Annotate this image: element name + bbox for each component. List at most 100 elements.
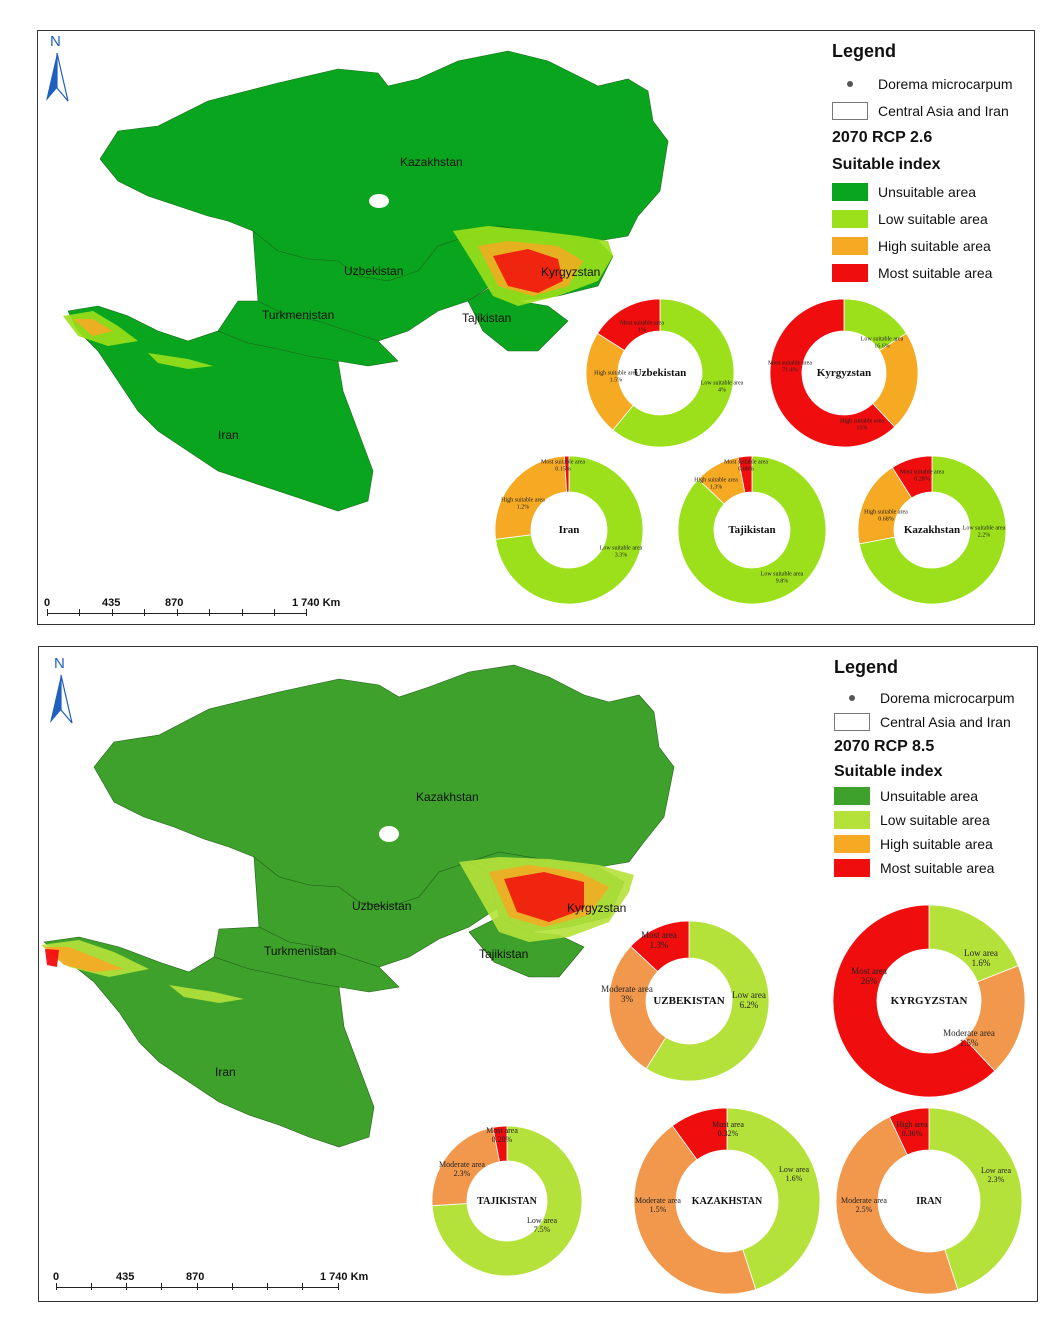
label-iran: Iran (215, 1065, 236, 1079)
donut-segment-most (596, 298, 661, 352)
label-uzbekistan: Uzbekistan (352, 899, 412, 913)
segment-value-text: 2.5% (855, 1205, 873, 1214)
donut-segment-label: Low area 1.6% (779, 1165, 809, 1184)
donut-segment-low_bottom (645, 920, 770, 1082)
donut-segment-label: Moderate area 1.5% (943, 1028, 995, 1049)
unsuitable-swatch (834, 787, 870, 805)
donut-center-label: Kyrgyzstan (816, 367, 872, 379)
scale-label-1740: 1 740 Km (320, 1271, 369, 1283)
segment-label-text: Low suitable area (860, 336, 904, 343)
scale-label-870: 870 (186, 1271, 205, 1283)
label-kazakhstan: Kazakhstan (416, 790, 479, 804)
donut-center-label: Uzbekistan (633, 367, 687, 379)
donut-tajikistan: Tajikistan Low suitable area 9.8% High suit… (677, 455, 827, 605)
segment-value-text: 9.8% (775, 578, 789, 584)
donut-svg (832, 904, 1026, 1098)
segment-value-text: 7.5% (533, 1225, 551, 1234)
scale-label-0: 0 (44, 597, 51, 609)
donut-segment-low_bottom (726, 1107, 821, 1290)
donut-center-label: KYRGYZSTAN (890, 995, 968, 1007)
segment-label-text: Moderate area (943, 1028, 995, 1039)
label-kazakhstan: Kazakhstan (400, 155, 463, 169)
most-swatch (834, 859, 870, 877)
low-swatch (832, 209, 868, 228)
donut-segment-label: Low suitable area 9.8% (761, 571, 804, 584)
donut-iran: IRAN Low area 2.3% Moderate area 2.5% High ar… (835, 1107, 1023, 1295)
scale-label-435: 435 (116, 1271, 135, 1283)
legend-region: Central Asia and Iran (880, 714, 1011, 730)
donut-center-label: Iran (558, 524, 580, 536)
most-swatch (832, 263, 868, 282)
segment-label-text: High suitable area (864, 509, 908, 516)
donut-segment-label: Low suitable area 4% (701, 380, 744, 393)
north-arrow: N (42, 33, 72, 105)
segment-label-text: Most area (712, 1120, 744, 1130)
donut-svg (585, 298, 735, 448)
donut-center-label: Kazakhstan (903, 524, 961, 536)
segment-label-text: Low suitable area (962, 525, 1006, 532)
donut-segment-label: High suitable area 15% (840, 418, 884, 431)
species-dot-icon (834, 689, 870, 707)
map-panel-rcp26: Kazakhstan Uzbekistan Kyrgyzstan Turkmen… (37, 30, 1035, 625)
unsuitable-swatch (832, 182, 868, 201)
donut-segment-low (858, 455, 1007, 605)
donut-uzbekistan: Uzbekistan Low suitable area 4% High suitab… (585, 298, 743, 448)
donut-center-label: Tajikistan (728, 524, 776, 536)
donut-segment-most (832, 904, 996, 1098)
segment-label-text: Most suitable area (620, 320, 664, 327)
map-aral-lake (369, 194, 389, 208)
segment-value-text: 1% (638, 327, 646, 333)
donut-segment-high_bottom (431, 1126, 500, 1207)
segment-label-text: Moderate area (439, 1160, 485, 1170)
segment-value-text: 2.3% (987, 1175, 1005, 1184)
segment-value-text: 1.5% (609, 377, 623, 383)
scale-label-0: 0 (53, 1271, 60, 1283)
donut-segment-label: Moderate area 2.3% (439, 1160, 485, 1179)
segment-label-text: Low area (527, 1216, 557, 1226)
segment-label-text: Most area (851, 966, 887, 977)
segment-label-text: Most suitable area (541, 459, 585, 466)
map-aral-lake (379, 826, 399, 842)
segment-label-text: Low suitable area (700, 380, 744, 387)
north-label: N (54, 655, 65, 672)
segment-label-text: Low area (964, 948, 998, 959)
segment-label-text: High suitable area (501, 497, 545, 504)
legend-region: Central Asia and Iran (878, 102, 1009, 119)
donut-svg (857, 455, 1007, 605)
donut-svg (633, 1107, 821, 1295)
donut-segment-label: Most area 1.3% (641, 930, 677, 951)
donut-segment-most (492, 1125, 508, 1163)
donut-segment-low (677, 455, 827, 605)
segment-label-text: Low area (732, 990, 766, 1001)
segment-label-text: High area (896, 1120, 928, 1130)
segment-value-text: 1.6% (971, 958, 991, 968)
donut-svg (835, 1107, 1023, 1295)
donut-segment-most (671, 1107, 728, 1161)
label-kyrgyzstan: Kyrgyzstan (567, 901, 627, 915)
legend-species: Dorema microcarpum (880, 690, 1015, 706)
segment-value-text: 0.28% (491, 1135, 513, 1144)
label-turkmenistan: Turkmenistan (262, 308, 335, 322)
segment-label-text: Most suitable area (724, 459, 768, 466)
segment-value-text: 2.3% (453, 1169, 471, 1178)
low-swatch (834, 811, 870, 829)
segment-value-text: 3.3% (614, 552, 628, 558)
donut-segment-most (737, 455, 753, 494)
donut-segment-label: High suitable area 1.5% (594, 370, 638, 383)
map-iran-patch-high (44, 947, 124, 972)
segment-value-text: 0.28% (914, 476, 930, 482)
segment-value-text: 0.08% (738, 466, 754, 472)
donut-segment-low (612, 298, 735, 448)
segment-label-text: Most suitable area (768, 360, 812, 367)
label-tajikistan: Tajikistan (462, 311, 512, 325)
donut-segment-label: Low suitable area 2.2% (963, 525, 1006, 538)
donut-segment-label: Moderate area 1.5% (635, 1196, 681, 1215)
north-arrow-icon (46, 52, 69, 102)
donut-iran: Iran Low suitable area 3.3% High suitable a… (494, 455, 644, 605)
segment-value-text: 1.5% (959, 1038, 979, 1048)
segment-value-text: 0.32% (717, 1129, 739, 1138)
legend-title: Legend (832, 41, 897, 61)
donut-segment-label: High suitable area 1.2% (501, 497, 545, 510)
donut-segment-label: Low suitable area 16.6% (861, 336, 904, 349)
segment-value-text: 1.5% (649, 1205, 667, 1214)
